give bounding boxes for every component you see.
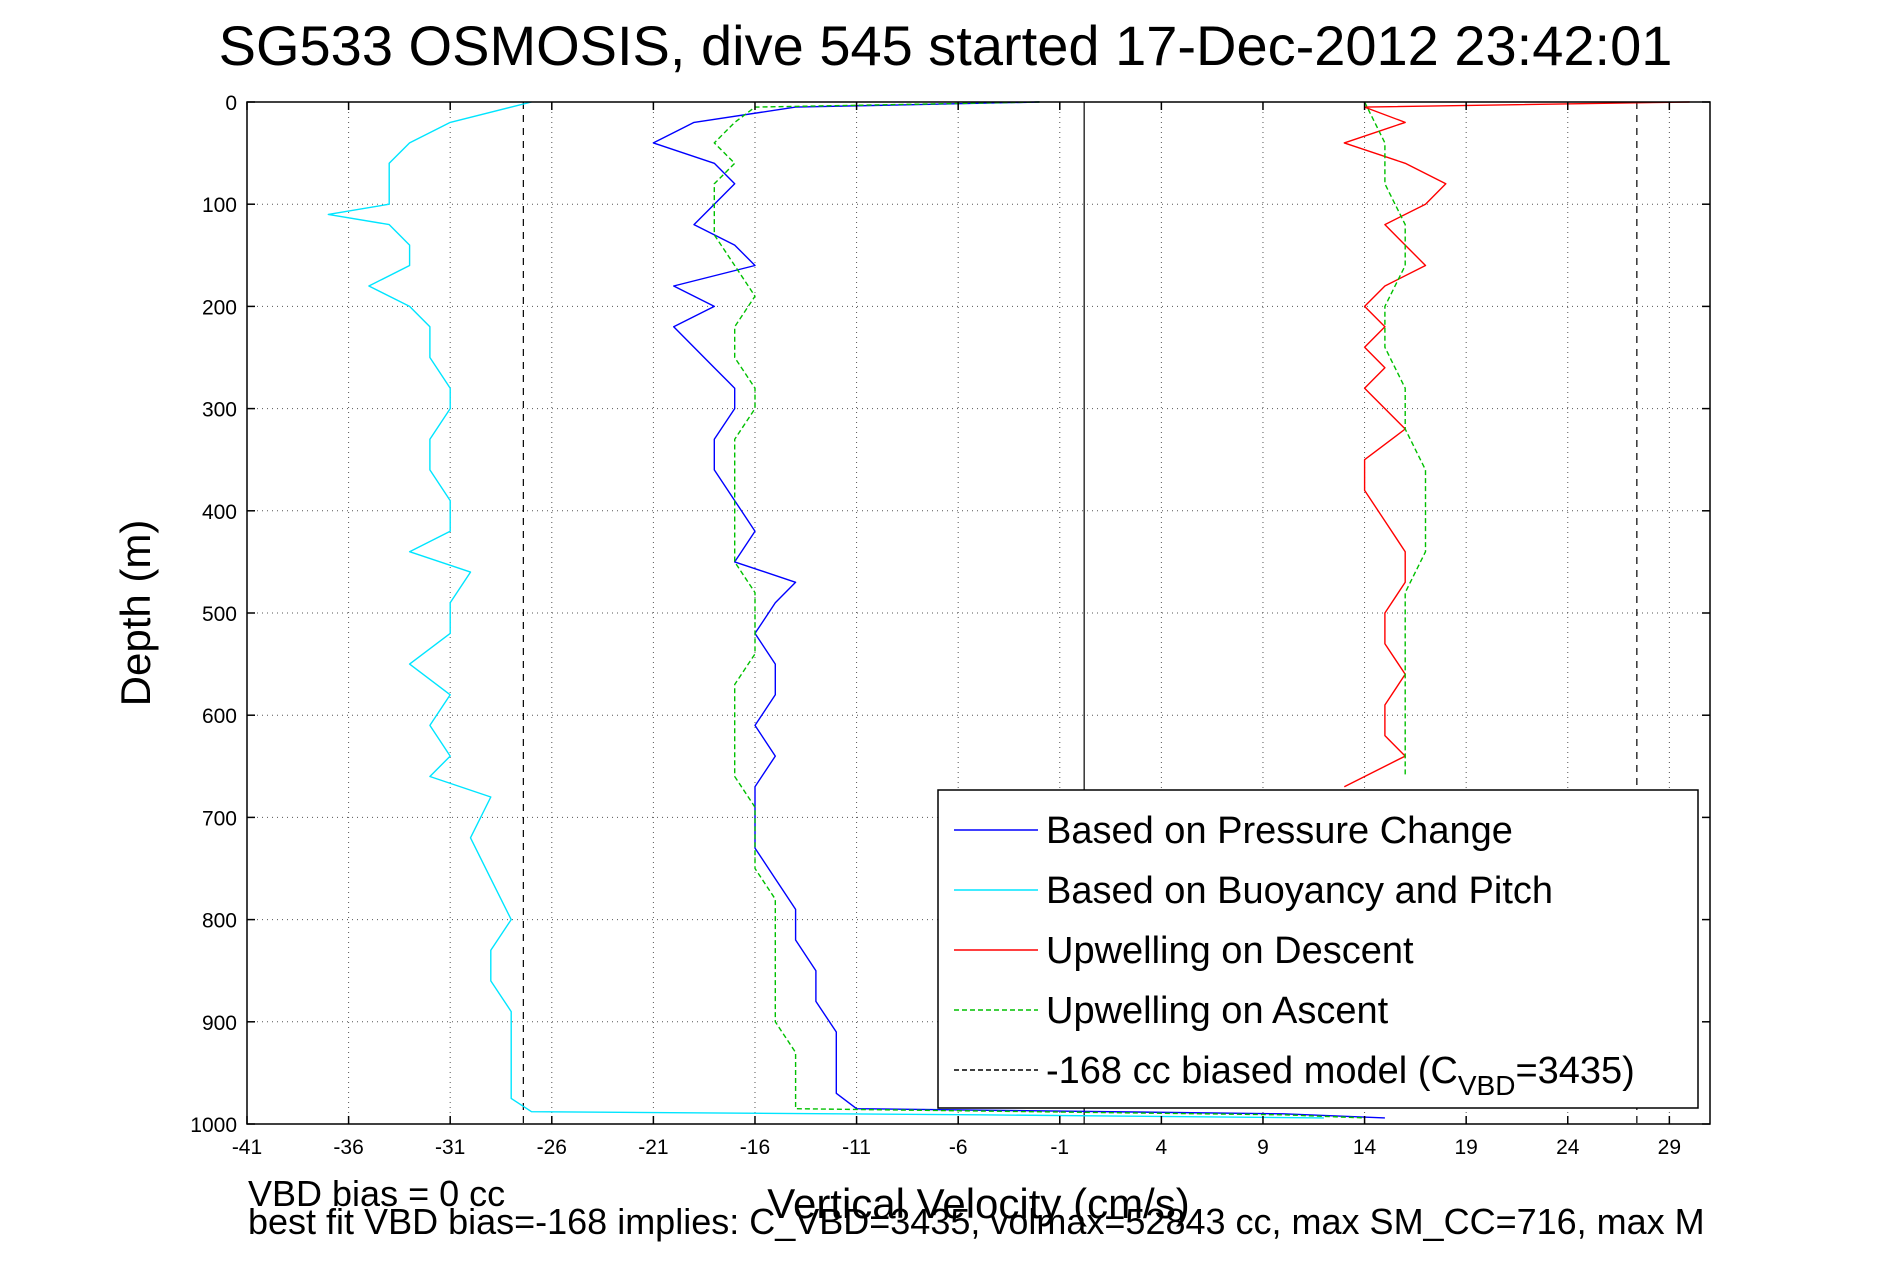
series-line-2 <box>1343 101 1690 788</box>
y-axis-label: Depth (m) <box>112 520 159 707</box>
footnote: VBD bias = 0 cc best fit VBD bias=-168 i… <box>248 1173 1705 1242</box>
footnote-line-1: VBD bias = 0 cc <box>248 1173 506 1214</box>
footnote-line-2: best fit VBD bias=-168 implies: C_VBD=34… <box>248 1201 1705 1242</box>
series-line-4 <box>1363 101 1427 777</box>
x-tick-label: -21 <box>638 1136 668 1159</box>
x-tick-label: -16 <box>740 1136 770 1159</box>
series-line-3 <box>713 101 1365 1119</box>
y-tick-label: 0 <box>225 92 237 115</box>
tick-layer: -41 -36 -31 -26 -21 -16 -11 -6 -1 4 9 14 19 24 29 0 100 2… <box>190 92 1710 1159</box>
series-line-0 <box>652 101 1385 1119</box>
chart-title: SG533 OSMOSIS, dive 545 started 17-Dec-2… <box>218 14 1673 77</box>
y-tick-label: 900 <box>202 1012 237 1035</box>
x-tick-label: -1 <box>1050 1136 1069 1159</box>
x-tick-label: -41 <box>232 1136 262 1159</box>
legend: Based on Pressure Change Based on Buoyanc… <box>937 789 1699 1109</box>
x-tick-label: 29 <box>1658 1136 1681 1159</box>
y-tick-label: 300 <box>202 399 237 422</box>
series-layer <box>327 101 1690 1119</box>
x-tick-label: -26 <box>537 1136 567 1159</box>
y-tick-label: 200 <box>202 296 237 319</box>
legend-box <box>937 789 1699 1109</box>
legend-label-3: Upwelling on Ascent <box>1046 990 1389 1032</box>
legend-label-0: Based on Pressure Change <box>1046 810 1513 852</box>
y-tick-label: 100 <box>202 194 237 217</box>
y-tick-label: 500 <box>202 603 237 626</box>
x-tick-label: -6 <box>949 1136 968 1159</box>
legend-label-2: Upwelling on Descent <box>1046 930 1414 972</box>
x-axis-label: Vertical Velocity (cm/s) <box>767 1180 1189 1227</box>
x-tick-label: -11 <box>842 1136 871 1159</box>
x-tick-label: -31 <box>435 1136 465 1159</box>
legend-label-1: Based on Buoyancy and Pitch <box>1046 870 1553 912</box>
series-line-1 <box>327 101 1324 1119</box>
x-tick-label: -36 <box>333 1136 363 1159</box>
y-tick-label: 400 <box>202 501 237 524</box>
y-tick-label: 1000 <box>190 1114 237 1137</box>
y-tick-label: 700 <box>202 807 237 830</box>
y-tick-label: 800 <box>202 910 237 933</box>
x-tick-label: 19 <box>1454 1136 1477 1159</box>
grid-layer <box>246 101 1710 1125</box>
x-tick-label: 14 <box>1353 1136 1377 1159</box>
x-tick-label: 9 <box>1257 1136 1269 1159</box>
x-tick-label: 4 <box>1156 1136 1168 1159</box>
x-tick-label: 24 <box>1556 1136 1580 1159</box>
y-tick-label: 600 <box>202 705 237 728</box>
